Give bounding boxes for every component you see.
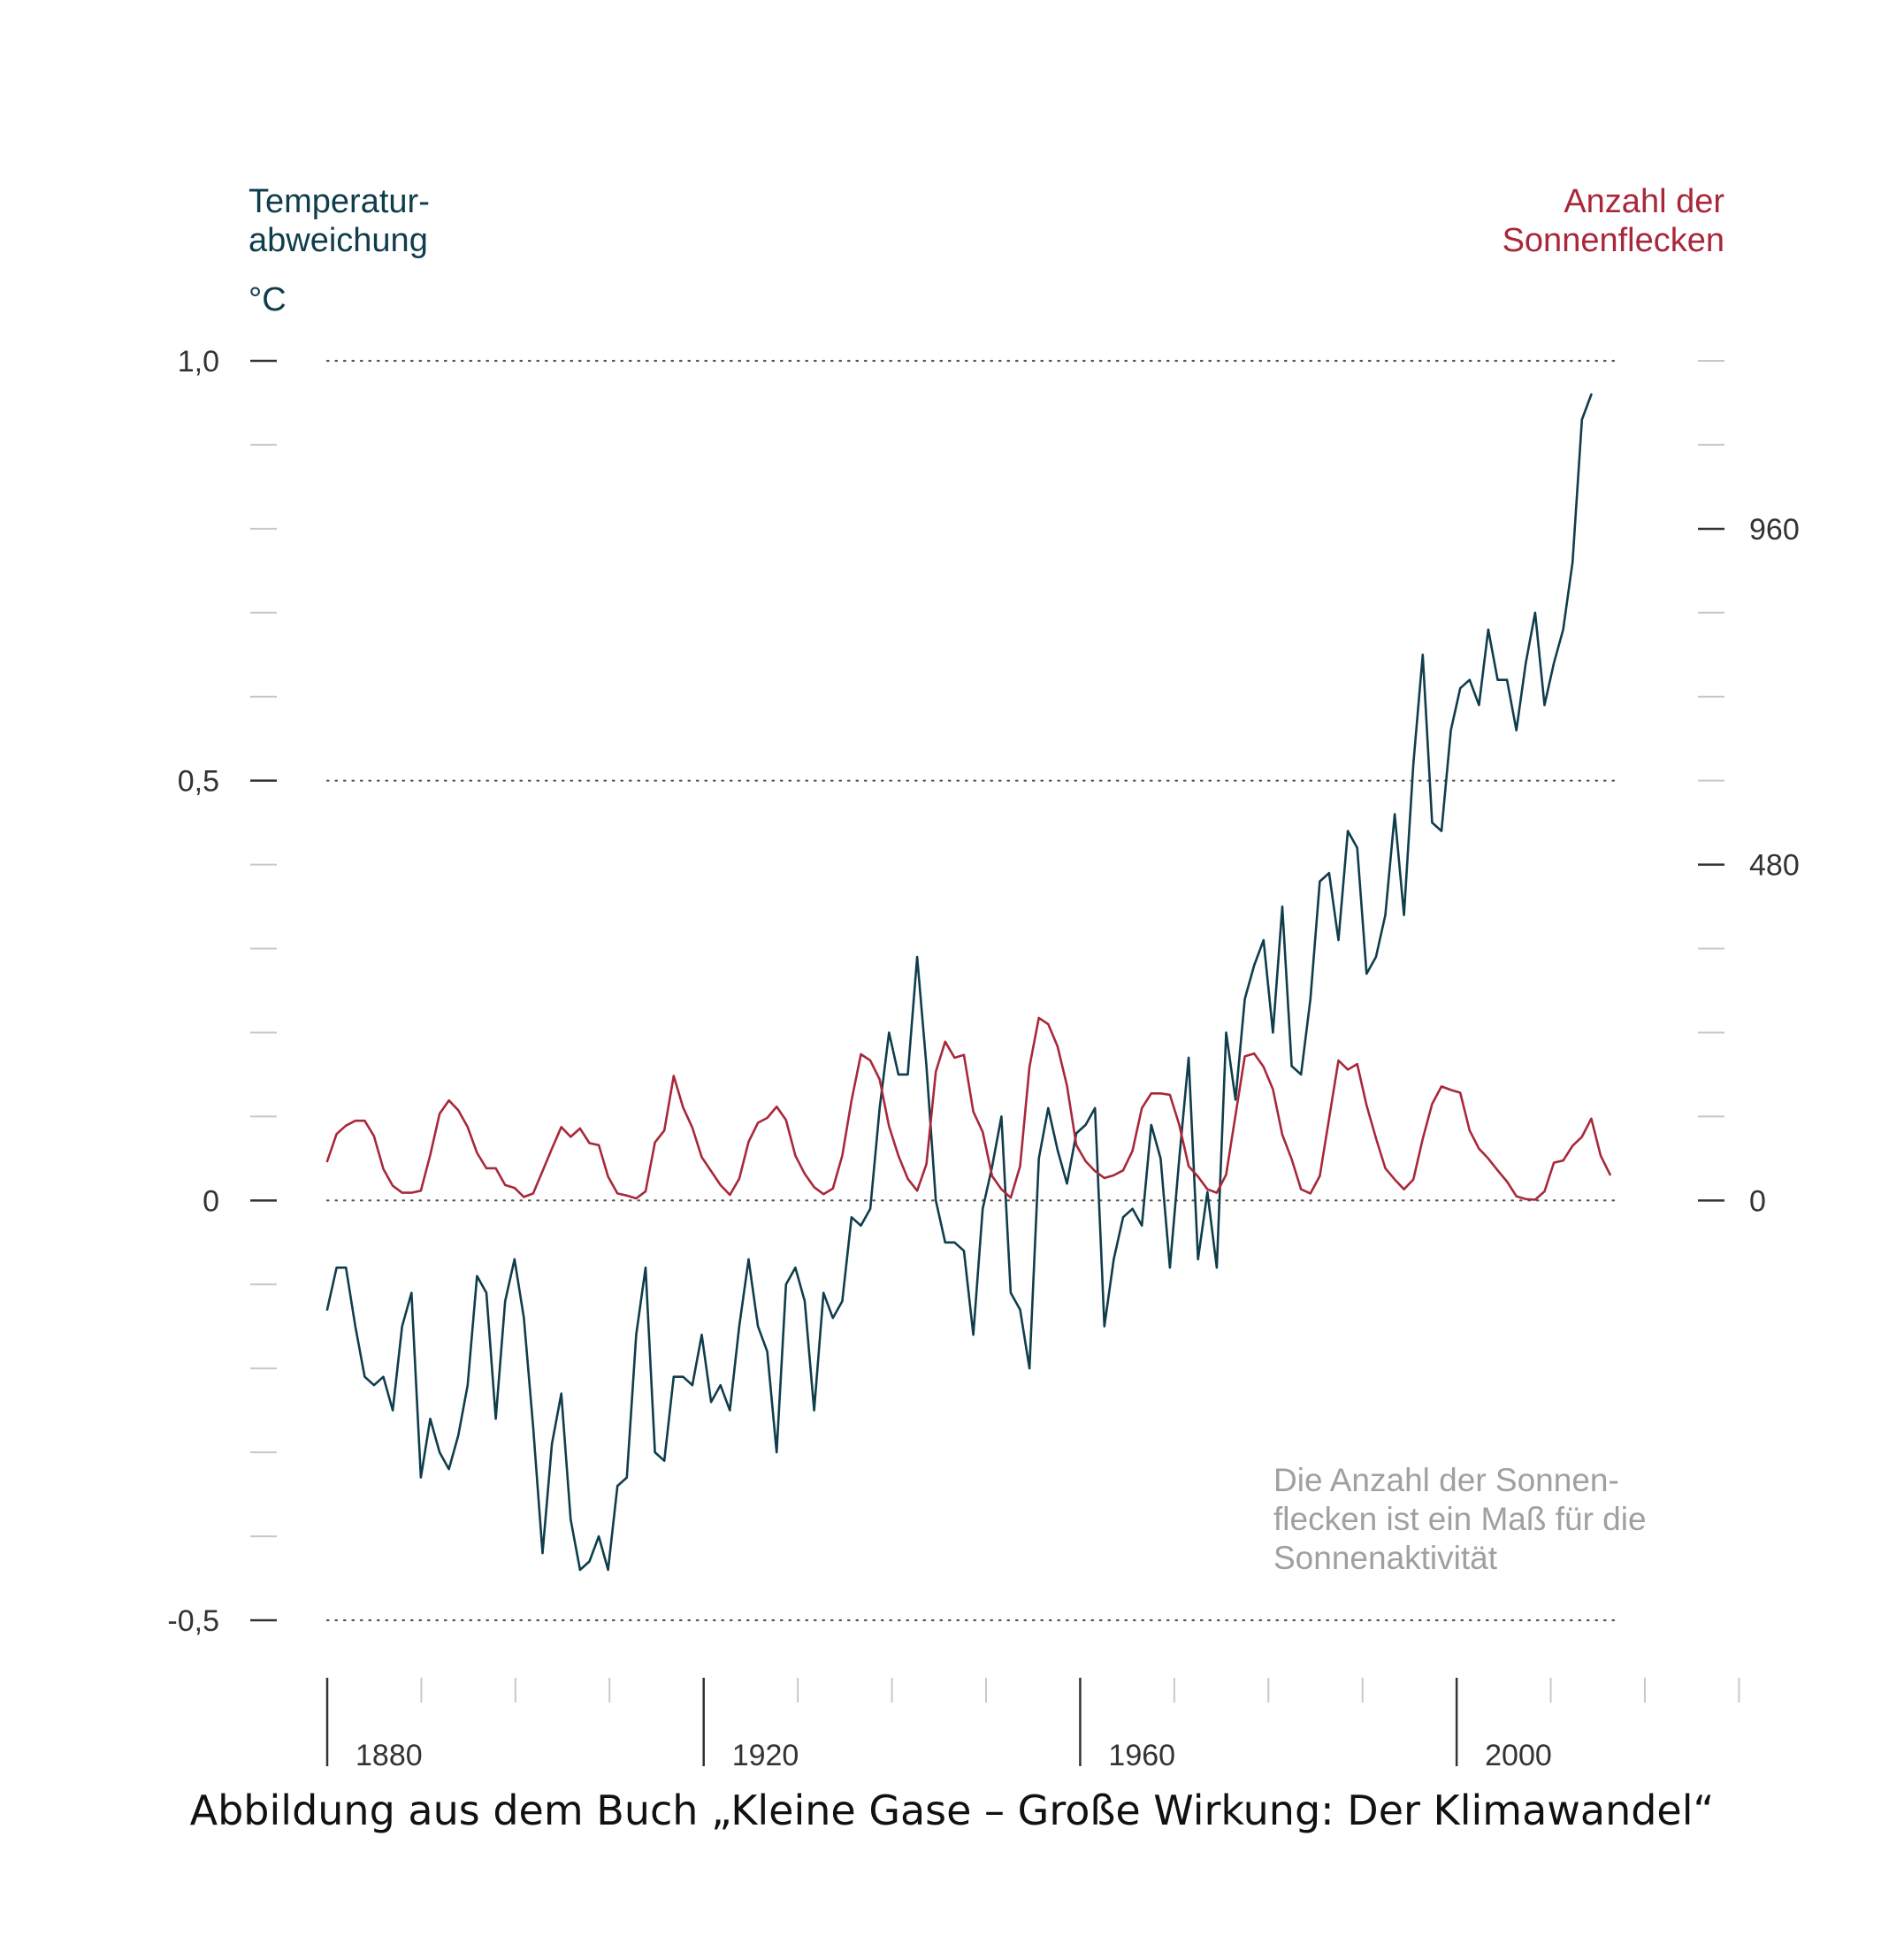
note-line2: flecken ist ein Maß für die bbox=[1273, 1501, 1647, 1537]
left-tick-label: -0,5 bbox=[167, 1604, 219, 1638]
grid-lines bbox=[325, 359, 1620, 1622]
temperature-series-line bbox=[325, 393, 1593, 1572]
right-axis-title-line2: Sonnenflecken bbox=[1502, 222, 1724, 259]
left-tick-label: 0,5 bbox=[178, 765, 219, 799]
left-axis-title-line2: abweichung bbox=[249, 222, 428, 259]
right-tick-label: 960 bbox=[1749, 513, 1800, 547]
x-axis: 1880 1920 1960 2000 bbox=[325, 1678, 1740, 1772]
note-line1: Die Anzahl der Sonnen- bbox=[1273, 1462, 1619, 1498]
x-tick-label: 1880 bbox=[356, 1739, 423, 1772]
right-axis-title-line1: Anzahl der bbox=[1564, 183, 1724, 220]
left-tick-label: 0 bbox=[203, 1184, 219, 1218]
x-tick-label: 1960 bbox=[1108, 1739, 1175, 1772]
left-axis-title-line1: Temperatur- bbox=[249, 183, 430, 220]
left-axis-unit: °C bbox=[249, 281, 287, 318]
note-line3: Sonnenaktivität bbox=[1273, 1540, 1498, 1576]
right-axis: 960 480 0 bbox=[1698, 360, 1800, 1218]
left-axis: 1,0 0,5 0 -0,5 bbox=[167, 345, 277, 1638]
right-tick-label: 480 bbox=[1749, 849, 1800, 883]
x-tick-label: 1920 bbox=[732, 1739, 799, 1772]
annotation-note: Die Anzahl der Sonnen- flecken ist ein M… bbox=[1273, 1461, 1647, 1578]
right-axis-title: Anzahl der Sonnenflecken bbox=[1503, 182, 1724, 260]
sunspot-series-line bbox=[325, 1016, 1611, 1201]
left-tick-label: 1,0 bbox=[178, 345, 219, 379]
x-tick-label: 2000 bbox=[1485, 1739, 1552, 1772]
series-lines bbox=[325, 393, 1611, 1572]
right-tick-label: 0 bbox=[1749, 1184, 1766, 1218]
figure-caption: Abbildung aus dem Buch „Kleine Gase – Gr… bbox=[189, 1787, 1715, 1834]
left-axis-title: Temperatur- abweichung bbox=[249, 182, 430, 260]
